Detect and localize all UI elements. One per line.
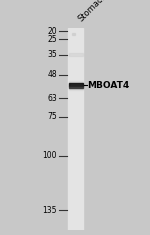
Bar: [69, 53, 83, 56]
Text: 63: 63: [47, 94, 57, 103]
Text: Stomach: Stomach: [77, 0, 109, 24]
Text: 75: 75: [47, 112, 57, 121]
Text: 20: 20: [48, 27, 57, 36]
Text: MBOAT4: MBOAT4: [88, 81, 130, 90]
Text: 35: 35: [47, 50, 57, 59]
Bar: [72, 33, 75, 35]
Bar: [69, 81, 83, 90]
Text: 25: 25: [48, 35, 57, 43]
Text: 48: 48: [48, 70, 57, 79]
Bar: [68, 28, 83, 230]
Text: 100: 100: [43, 151, 57, 160]
Text: 135: 135: [43, 206, 57, 215]
Bar: [69, 83, 83, 86]
Bar: [69, 86, 83, 88]
Bar: [69, 82, 83, 89]
